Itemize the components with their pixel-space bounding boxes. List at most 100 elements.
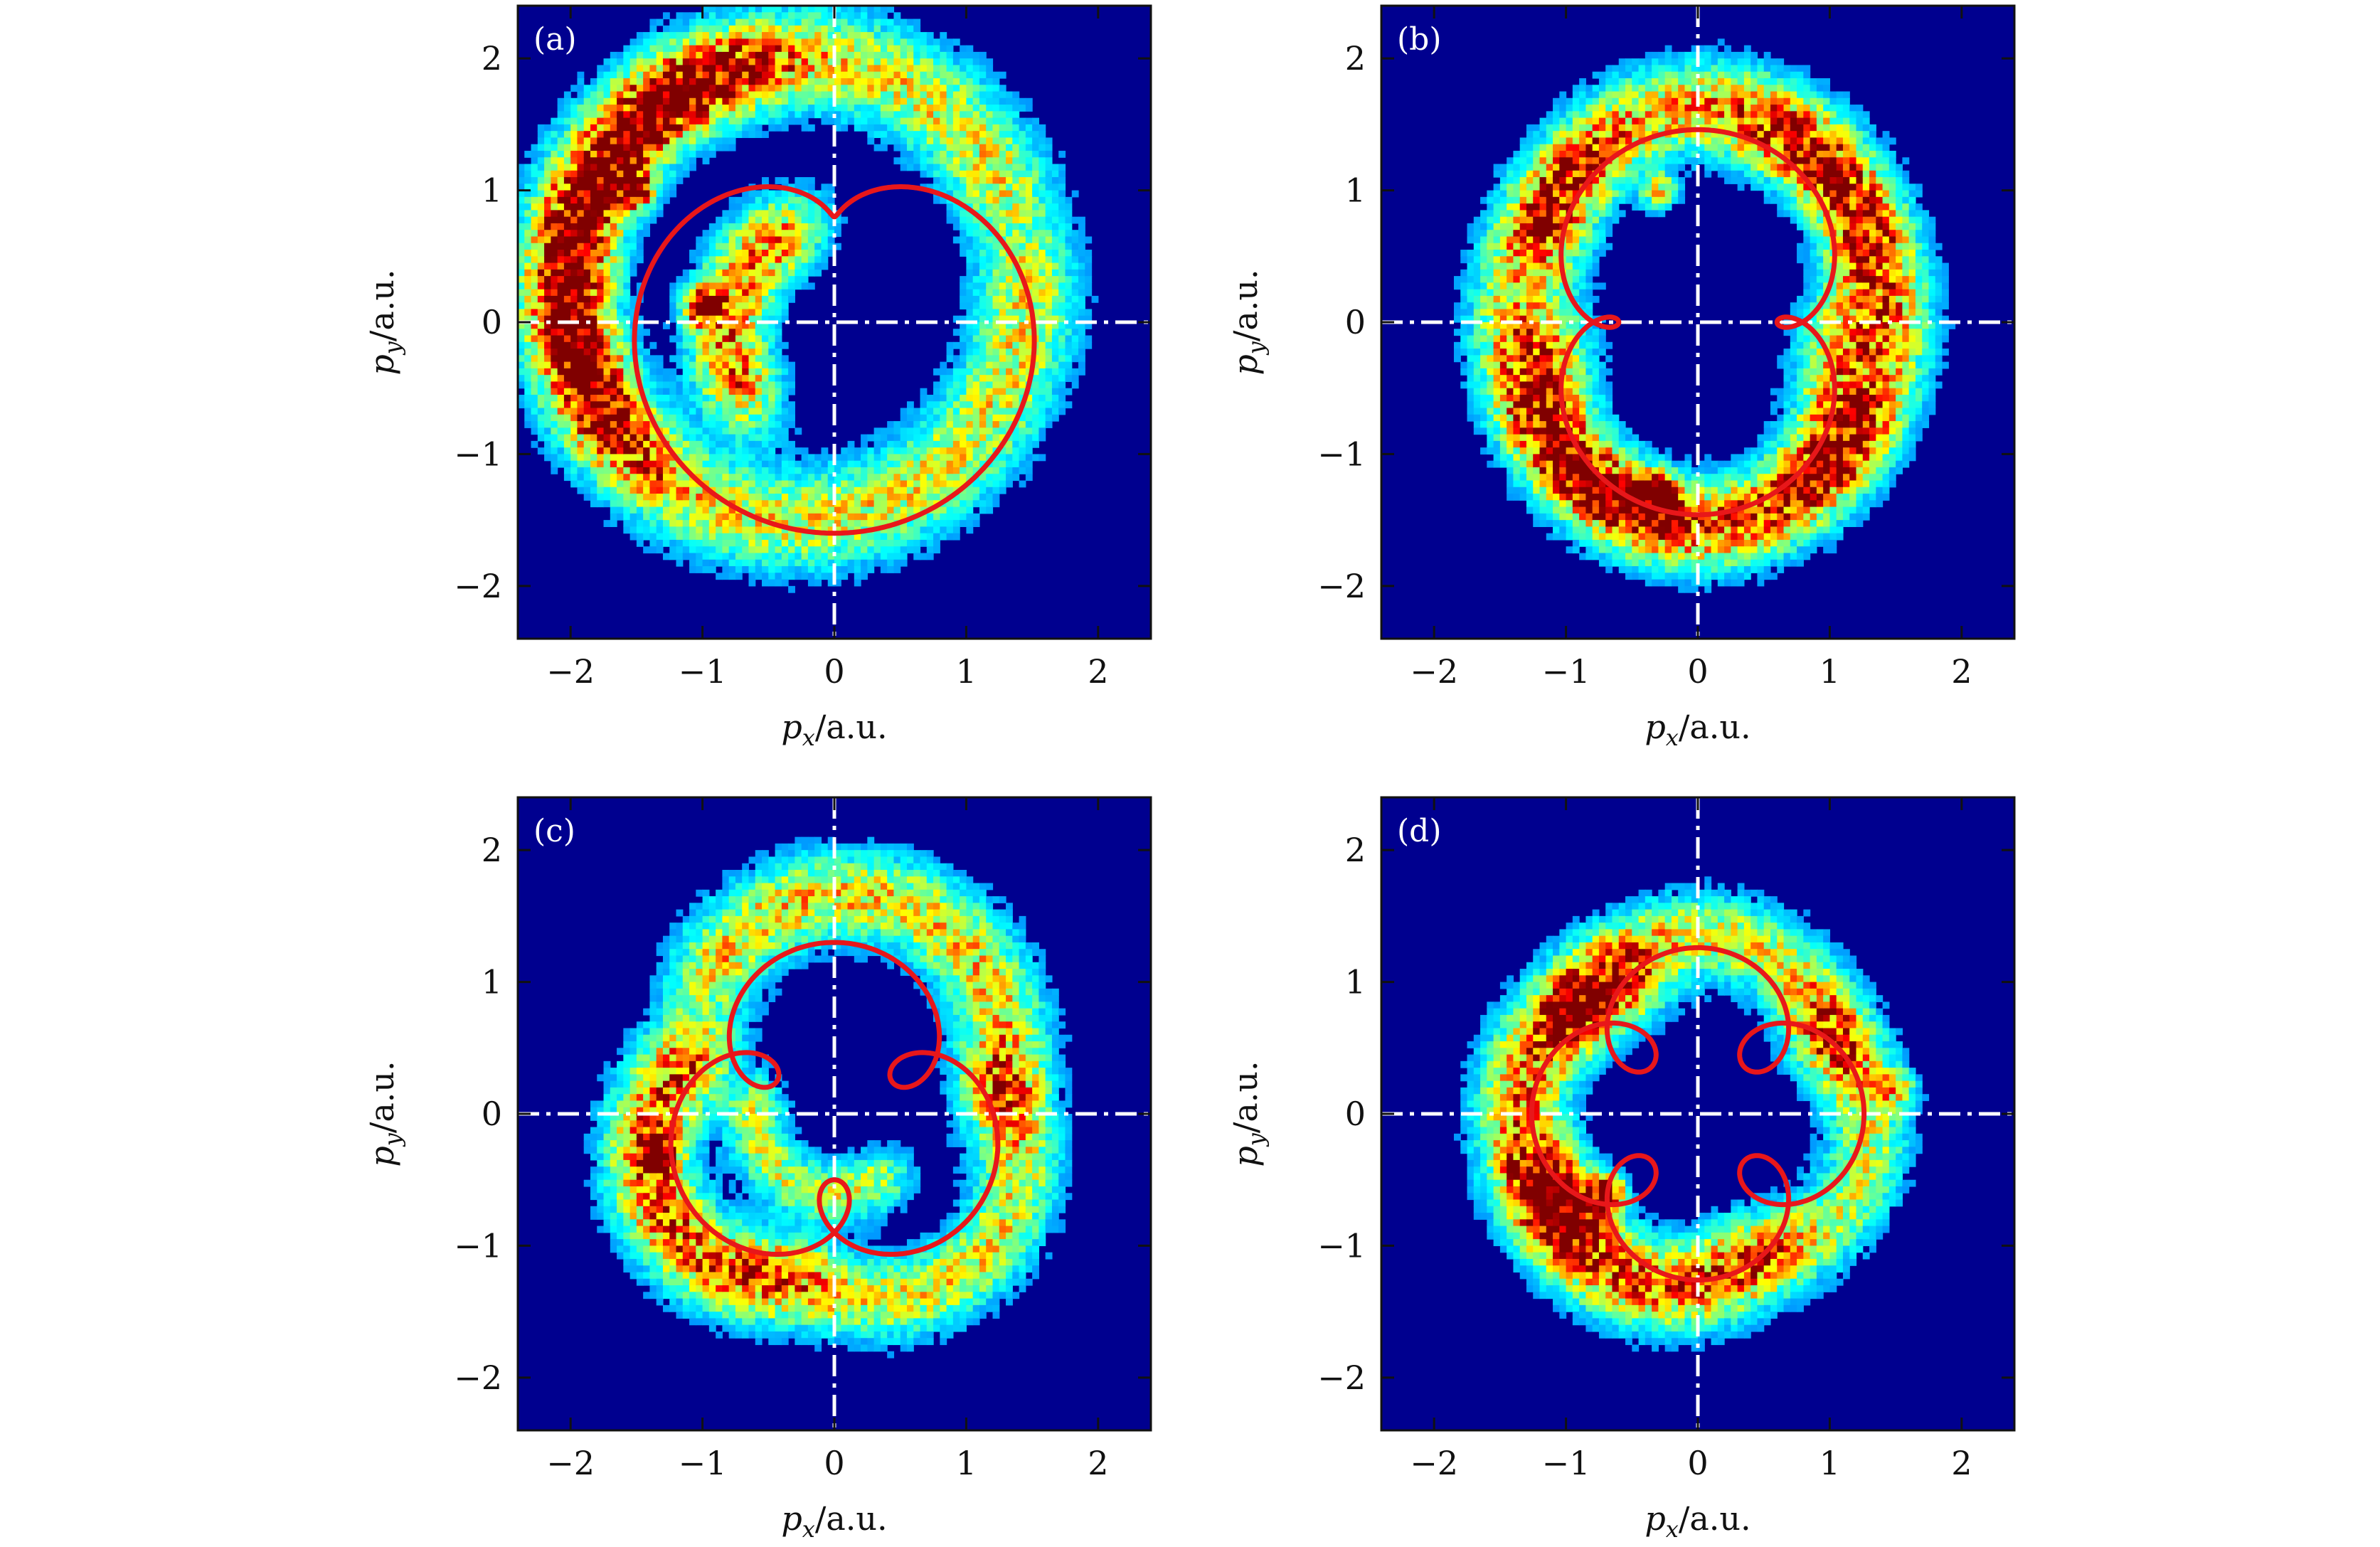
- heatmap-cell: [940, 388, 947, 395]
- heatmap-cell: [702, 295, 710, 303]
- heatmap-cell: [708, 500, 716, 508]
- heatmap-cell: [1032, 170, 1039, 178]
- heatmap-cell: [708, 51, 716, 59]
- heatmap-cell: [689, 454, 696, 462]
- heatmap-cell: [563, 269, 571, 277]
- heatmap-cell: [551, 341, 558, 349]
- heatmap-cell: [775, 6, 782, 13]
- heatmap-cell: [708, 349, 716, 356]
- heatmap-cell: [636, 322, 644, 329]
- heatmap-cell: [689, 91, 696, 99]
- heatmap-cell: [610, 97, 617, 105]
- heatmap-cell: [1045, 236, 1053, 244]
- heatmap-cell: [551, 269, 558, 277]
- heatmap-cell: [913, 520, 921, 527]
- heatmap-cell: [775, 394, 782, 402]
- heatmap-cell: [676, 71, 684, 79]
- heatmap-cell: [933, 177, 940, 184]
- heatmap-cell: [656, 51, 664, 59]
- heatmap-cell: [603, 97, 611, 105]
- heatmap-cell: [768, 341, 776, 349]
- heatmap-cell: [1012, 289, 1020, 297]
- heatmap-cell: [1019, 223, 1026, 230]
- heatmap-cell: [662, 38, 670, 46]
- heatmap-cell: [722, 513, 730, 521]
- heatmap-cell: [531, 236, 538, 244]
- heatmap-cell: [999, 349, 1006, 356]
- heatmap-cell: [689, 500, 696, 508]
- heatmap-cell: [801, 506, 809, 514]
- heatmap-cell: [755, 539, 763, 547]
- heatmap-cell: [656, 137, 664, 145]
- heatmap-cell: [960, 295, 967, 303]
- heatmap-cell: [960, 97, 967, 105]
- heatmap-cell: [821, 262, 829, 270]
- heatmap-cell: [557, 131, 565, 139]
- heatmap-cell: [577, 322, 585, 329]
- heatmap-cell: [762, 341, 769, 349]
- heatmap-cell: [583, 117, 591, 125]
- heatmap-cell: [643, 506, 651, 514]
- heatmap-cell: [807, 65, 815, 73]
- heatmap-cell: [524, 256, 532, 264]
- heatmap-cell: [1065, 361, 1073, 369]
- heatmap-cell: [834, 546, 841, 554]
- heatmap-cell: [841, 97, 849, 105]
- heatmap-cell: [676, 177, 684, 184]
- heatmap-cell: [1058, 375, 1066, 383]
- heatmap-cell: [762, 434, 769, 442]
- heatmap-cell: [762, 322, 769, 329]
- heatmap-cell: [629, 427, 637, 435]
- heatmap-cell: [952, 91, 960, 99]
- heatmap-cell: [682, 38, 690, 46]
- heatmap-cell: [966, 45, 974, 53]
- heatmap-cell: [807, 467, 815, 474]
- heatmap-cell: [1012, 440, 1020, 448]
- heatmap-cell: [524, 282, 532, 290]
- heatmap-cell: [801, 223, 809, 230]
- heatmap-cell: [952, 494, 960, 501]
- heatmap-cell: [610, 243, 617, 250]
- heatmap-cell: [696, 25, 703, 33]
- heatmap-cell: [775, 216, 782, 224]
- heatmap-cell: [906, 105, 914, 112]
- heatmap-cell: [762, 566, 769, 573]
- heatmap-cell: [716, 408, 723, 415]
- heatmap-cell: [1038, 335, 1046, 343]
- heatmap-cell: [603, 361, 611, 369]
- heatmap-cell: [841, 111, 849, 119]
- heatmap-cell: [854, 38, 861, 46]
- heatmap-cell: [795, 520, 802, 527]
- heatmap-cell: [676, 144, 684, 151]
- heatmap-cell: [629, 447, 637, 455]
- heatmap-cell: [814, 97, 822, 105]
- heatmap-cell: [722, 329, 730, 336]
- heatmap-cell: [583, 355, 591, 363]
- heatmap-cell: [827, 579, 835, 587]
- heatmap-cell: [827, 65, 835, 73]
- heatmap-cell: [722, 553, 730, 560]
- heatmap-cell: [1025, 355, 1033, 363]
- heatmap-cell: [933, 467, 940, 474]
- heatmap-cell: [597, 269, 605, 277]
- heatmap-cell: [577, 467, 585, 474]
- heatmap-cell: [524, 262, 532, 270]
- heatmap-cell: [610, 513, 617, 521]
- heatmap-cell: [629, 38, 637, 46]
- heatmap-cell: [946, 78, 954, 85]
- heatmap-cell: [544, 289, 551, 297]
- heatmap-cell: [807, 91, 815, 99]
- heatmap-cell: [590, 427, 597, 435]
- heatmap-cell: [735, 408, 743, 415]
- heatmap-cell: [801, 559, 809, 567]
- heatmap-cell: [603, 276, 611, 283]
- heatmap-cell: [920, 71, 928, 79]
- heatmap-cell: [544, 341, 551, 349]
- heatmap-cell: [986, 408, 994, 415]
- heatmap-cell: [841, 546, 849, 554]
- heatmap-cell: [992, 408, 1000, 415]
- heatmap-cell: [946, 467, 954, 474]
- heatmap-cell: [662, 177, 670, 184]
- heatmap-cell: [1006, 394, 1013, 402]
- heatmap-cell: [696, 427, 703, 435]
